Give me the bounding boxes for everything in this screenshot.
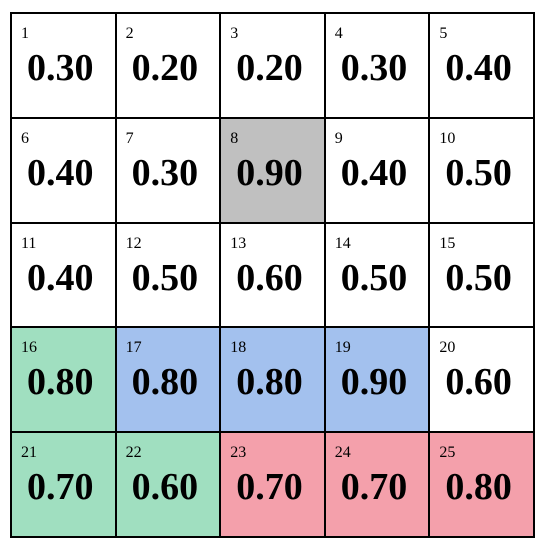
cell-index: 13 bbox=[230, 234, 247, 252]
cell: 23 0.70 bbox=[220, 432, 325, 537]
cell-index: 10 bbox=[439, 129, 456, 147]
cell-value: 0.40 bbox=[27, 256, 94, 299]
cell: 9 0.40 bbox=[324, 117, 430, 223]
cell-index: 24 bbox=[334, 444, 351, 462]
cell-index: 25 bbox=[439, 444, 456, 462]
cell-index: 1 bbox=[21, 25, 29, 42]
cell-index: 8 bbox=[230, 129, 239, 147]
cell: 16 0.80 bbox=[11, 327, 116, 433]
cell: 21 0.70 bbox=[11, 432, 116, 537]
cell-value: 0.50 bbox=[131, 256, 199, 299]
cell: 14 0.50 bbox=[324, 222, 430, 328]
cell-index: 19 bbox=[334, 339, 351, 357]
cell: 22 0.60 bbox=[115, 432, 221, 537]
cell-value: 0.80 bbox=[131, 361, 199, 404]
cell-value: 0.60 bbox=[236, 256, 303, 299]
cell: 3 0.20 bbox=[220, 13, 325, 118]
cell-value: 0.70 bbox=[27, 466, 94, 509]
cell-value: 0.50 bbox=[445, 151, 512, 194]
cell: 11 0.40 bbox=[11, 222, 116, 328]
cell: 15 0.50 bbox=[429, 222, 534, 328]
cell-index: 16 bbox=[21, 339, 37, 357]
cell-index: 18 bbox=[230, 339, 247, 357]
cell-value: 0.70 bbox=[340, 466, 408, 509]
cell-index: 11 bbox=[21, 234, 37, 252]
cell-value: 0.60 bbox=[131, 466, 199, 509]
cell-value: 0.80 bbox=[445, 466, 512, 509]
cell-value: 0.80 bbox=[236, 361, 303, 404]
cell-index: 5 bbox=[439, 25, 448, 42]
cell-value: 0.20 bbox=[236, 47, 303, 89]
cell-value: 0.90 bbox=[236, 151, 303, 194]
cell-index: 9 bbox=[334, 129, 343, 147]
cell-index: 20 bbox=[439, 339, 456, 357]
cell: 18 0.80 bbox=[220, 327, 325, 433]
cell-index: 14 bbox=[334, 234, 351, 252]
cell-index: 15 bbox=[439, 234, 456, 252]
cell-index: 3 bbox=[230, 25, 239, 42]
cell-value: 0.40 bbox=[27, 151, 94, 194]
cell: 2 0.20 bbox=[115, 13, 221, 118]
cell: 20 0.60 bbox=[429, 327, 534, 433]
cell-index: 21 bbox=[21, 444, 37, 462]
cell-value: 0.30 bbox=[131, 151, 199, 194]
cell: 4 0.30 bbox=[324, 13, 430, 118]
cell: 6 0.40 bbox=[11, 117, 116, 223]
cell: 25 0.80 bbox=[429, 432, 534, 537]
cell: 5 0.40 bbox=[429, 13, 534, 118]
cell-value: 0.50 bbox=[340, 256, 408, 299]
cell-value: 0.50 bbox=[445, 256, 512, 299]
grid: 1 0.30 2 0.20 3 0.20 4 0.30 5 0.40 6 0.40 7 0.30 8 0.90… bbox=[10, 12, 535, 538]
cell: 24 0.70 bbox=[324, 432, 430, 537]
cell: 19 0.90 bbox=[324, 327, 430, 433]
cell-index: 17 bbox=[125, 339, 142, 357]
cell: 13 0.60 bbox=[220, 222, 325, 328]
cell: 17 0.80 bbox=[115, 327, 221, 433]
cell-index: 23 bbox=[230, 444, 247, 462]
cell-value: 0.70 bbox=[236, 466, 303, 509]
cell: 10 0.50 bbox=[429, 117, 534, 223]
cell: 1 0.30 bbox=[11, 13, 116, 118]
cell-value: 0.40 bbox=[445, 47, 512, 89]
cell-value: 0.20 bbox=[131, 47, 199, 89]
cell-index: 7 bbox=[125, 129, 134, 147]
cell-value: 0.80 bbox=[27, 361, 94, 404]
cell: 12 0.50 bbox=[115, 222, 221, 328]
cell-index: 6 bbox=[21, 129, 29, 147]
cell-value: 0.30 bbox=[340, 47, 408, 89]
cell-value: 0.60 bbox=[445, 361, 512, 404]
cell-index: 4 bbox=[334, 25, 343, 42]
cell: 7 0.30 bbox=[115, 117, 221, 223]
cell-index: 2 bbox=[125, 25, 134, 42]
cell-index: 12 bbox=[125, 234, 142, 252]
cell-value: 0.30 bbox=[27, 47, 94, 89]
cell-value: 0.40 bbox=[340, 151, 408, 194]
cell-value: 0.90 bbox=[340, 361, 408, 404]
cell: 8 0.90 bbox=[220, 117, 325, 223]
cell-index: 22 bbox=[125, 444, 142, 462]
